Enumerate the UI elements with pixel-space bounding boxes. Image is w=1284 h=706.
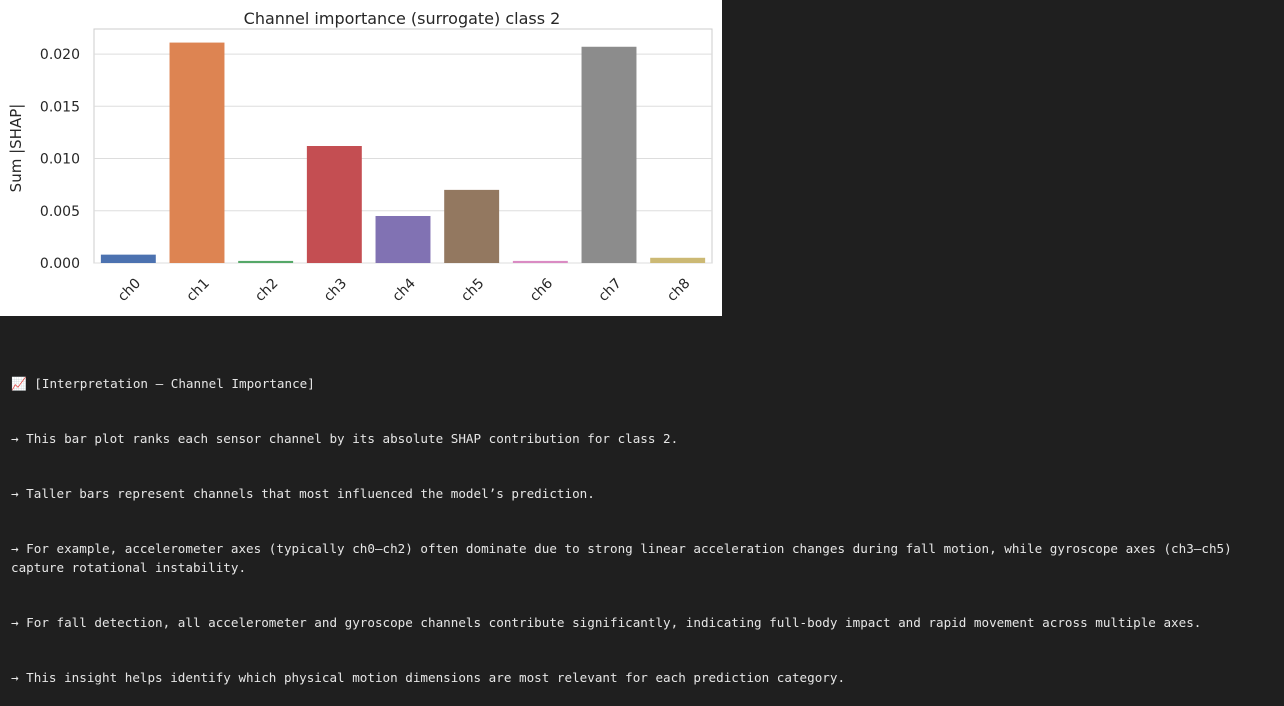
bar-ch1: [169, 42, 225, 264]
chart-title: Channel importance (surrogate) class 2: [244, 9, 561, 28]
bar-ch8: [650, 257, 706, 263]
x-tick-label-ch7: ch7: [596, 276, 625, 305]
interpretation-heading-line: 📈 [Interpretation – Channel Importance]: [11, 375, 1281, 393]
x-tick-label-ch4: ch4: [390, 275, 419, 304]
x-tick-label-ch3: ch3: [321, 276, 350, 305]
interpretation-heading: [Interpretation – Channel Importance]: [34, 375, 315, 391]
x-tick-label-ch6: ch6: [527, 275, 556, 304]
cell-output: 📈 [Interpretation – Channel Importance] …: [11, 338, 1281, 706]
chart-increasing-icon: 📈: [11, 375, 27, 391]
x-tick-label-ch0: ch0: [115, 276, 144, 305]
y-tick-labels: 0.000 0.005 0.010 0.015 0.020: [40, 47, 80, 272]
interpretation-line: → Taller bars represent channels that mo…: [11, 486, 595, 502]
y-tick-label: 0.015: [40, 99, 80, 115]
x-tick-label-ch8: ch8: [664, 276, 693, 305]
y-tick-label: 0.000: [40, 256, 80, 272]
bar-ch7: [581, 46, 637, 264]
x-tick-label-ch5: ch5: [458, 276, 487, 305]
y-axis-label: Sum |SHAP|: [7, 104, 25, 193]
bar-ch6: [512, 260, 568, 263]
bars: [100, 42, 706, 264]
bar-ch0: [100, 254, 156, 263]
y-tick-label: 0.010: [40, 152, 80, 168]
interpretation-line: → This bar plot ranks each sensor channe…: [11, 431, 679, 447]
x-tick-labels: ch0 ch1 ch2 ch3 ch4 ch5 ch6 ch7 ch8: [115, 275, 694, 304]
interpretation-line: → For fall detection, all accelerometer …: [11, 615, 1202, 631]
bar-ch4: [375, 215, 431, 263]
bar-ch3: [306, 146, 362, 263]
x-tick-label-ch2: ch2: [252, 276, 281, 305]
interpretation-line: → For example, accelerometer axes (typic…: [11, 541, 1240, 575]
bar-ch2: [238, 260, 294, 263]
y-tick-label: 0.020: [40, 47, 80, 63]
x-tick-label-ch1: ch1: [184, 276, 213, 305]
bar-ch5: [444, 189, 500, 263]
interpretation-line: → This insight helps identify which phys…: [11, 670, 846, 686]
chart-figure: 0.000 0.005 0.010 0.015 0.020 ch0 ch1 ch2 ch3 ch…: [0, 0, 722, 316]
y-tick-label: 0.005: [40, 204, 80, 220]
